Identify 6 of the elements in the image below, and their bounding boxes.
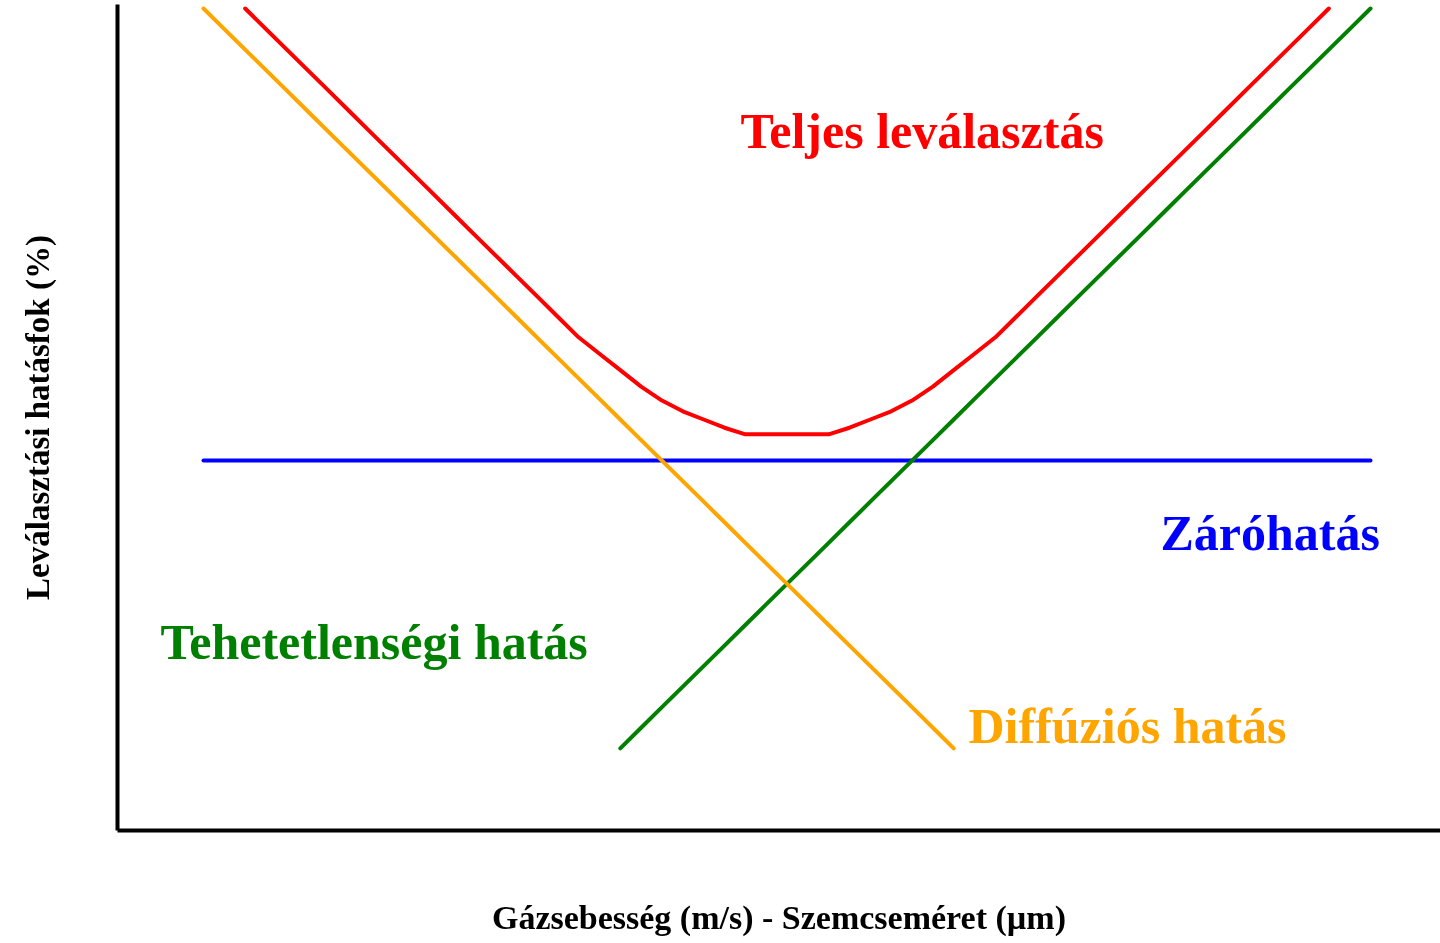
series-label: Diffúziós hatás (968, 697, 1287, 754)
y-axis-title: Leválasztási hatásfok (%) (19, 235, 57, 600)
series-label: Tehetetlenségi hatás (160, 613, 588, 670)
series-label: Záróhatás (1160, 504, 1380, 561)
series-label: Teljes leválasztás (740, 102, 1104, 159)
x-axis-title: Gázsebesség (m/s) - Szemcseméret (µm) (491, 898, 1067, 937)
